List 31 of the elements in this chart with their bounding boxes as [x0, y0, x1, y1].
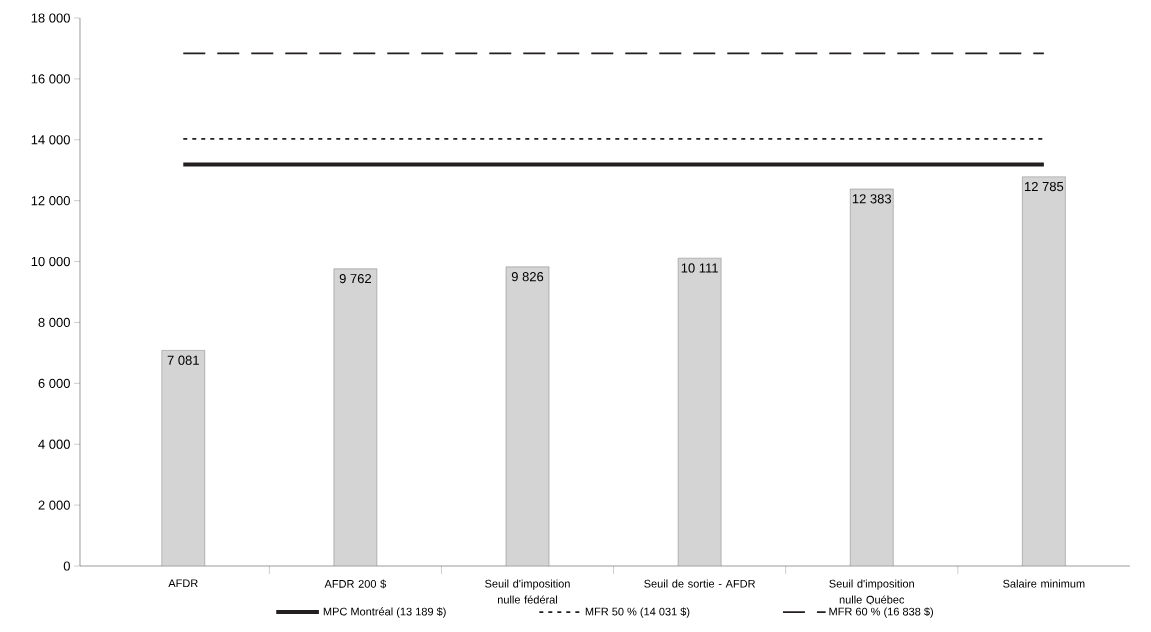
bar	[850, 188, 894, 566]
x-tick-label: Salaire minimum	[1003, 579, 1085, 588]
data-label: 10 111	[681, 263, 718, 273]
bar	[333, 268, 378, 566]
y-tick-label: 16 000	[31, 74, 70, 84]
x-tick-label: Seuil de sortie - AFDR	[644, 579, 756, 588]
legend-label: MPC Montréal (13 189 $)	[323, 607, 446, 618]
data-label: 9 826	[511, 272, 544, 282]
legend-label: MFR 50 % (14 031 $)	[585, 607, 690, 618]
x-tick-label: Seuil d'imposition nulle fédéral	[485, 579, 570, 604]
x-tick-label: Seuil d'imposition nulle Québec	[829, 579, 914, 606]
data-label: 12 383	[852, 194, 892, 204]
legend-label: MFR 60 % (16 838 $)	[829, 607, 933, 618]
bar	[1022, 176, 1066, 566]
y-tick-label: 12 000	[31, 196, 70, 206]
data-label: 9 762	[339, 274, 371, 284]
y-tick-label: 2 000	[38, 500, 70, 510]
y-tick-label: 6 000	[38, 378, 70, 388]
data-label: 12 785	[1024, 181, 1064, 192]
bar	[677, 257, 722, 566]
x-tick-label: AFDR	[168, 579, 198, 588]
data-label: 7 081	[167, 355, 199, 365]
y-tick-label: 10 000	[31, 256, 70, 267]
y-tick-label: 0	[63, 561, 70, 571]
y-tick-label: 8 000	[38, 317, 70, 328]
y-tick-label: 18 000	[31, 13, 70, 23]
bar	[505, 266, 550, 566]
bar	[161, 350, 205, 566]
x-tick-label: AFDR 200 $	[324, 579, 387, 589]
y-tick-label: 4 000	[38, 439, 70, 449]
y-tick-label: 14 000	[31, 135, 70, 145]
